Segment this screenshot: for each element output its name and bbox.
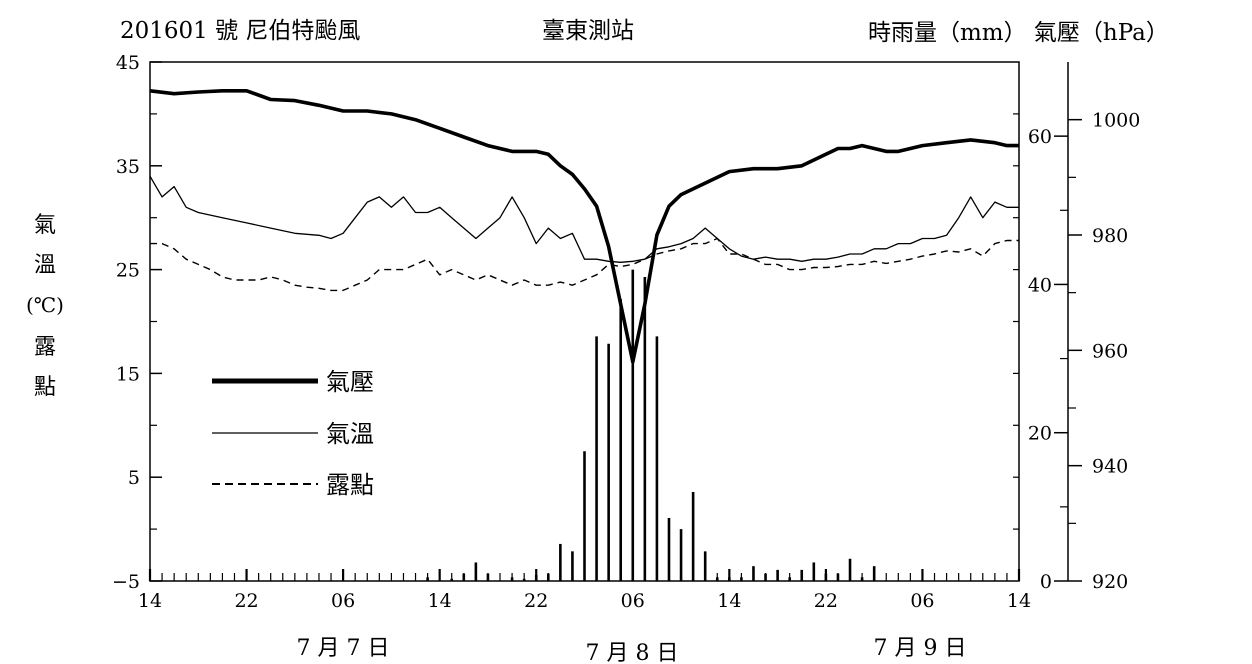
x-axis-tick-label: 14 — [717, 590, 741, 612]
pressure-axis-tick-label: 980 — [1092, 225, 1128, 247]
pressure-line — [149, 89, 1019, 364]
station-label: 臺東測站 — [542, 18, 634, 44]
rain-axis-tick-label: 0 — [1040, 571, 1052, 593]
left-axis-tick-label: 5 — [128, 467, 140, 489]
legend: 氣壓 氣溫 露點 — [212, 368, 374, 499]
x-axis-tick-label: 14 — [138, 590, 162, 612]
left-axis-tick-label: 35 — [116, 156, 140, 178]
chart-title: 201601 號 尼伯特颱風 — [120, 18, 360, 44]
x-axis-tick-label: 06 — [621, 590, 645, 612]
x-axis-tick-label: 22 — [234, 590, 258, 612]
rain-axis-tick-label: 40 — [1028, 274, 1052, 296]
date-label-3: 7 月 9 日 — [874, 636, 967, 661]
left-title-char-1: 氣 — [34, 213, 56, 238]
pressure-axis-tick-label: 1000 — [1092, 110, 1140, 132]
left-title-char-2: 溫 — [34, 253, 56, 278]
legend-label-temperature: 氣溫 — [326, 420, 374, 448]
rain-axis-tick-label: 20 — [1028, 423, 1052, 445]
left-axis-title: 氣 溫 (℃) 露 點 — [26, 213, 64, 400]
temperature-line — [149, 175, 1019, 263]
left-axis-tick-label: −5 — [112, 571, 140, 593]
rain-axis-tick-label: 60 — [1028, 126, 1052, 148]
left-axis-tick-label: 25 — [116, 260, 140, 282]
left-axis-tick-label: 15 — [116, 363, 140, 385]
left-title-char-4: 露 — [34, 335, 56, 360]
date-labels: 7 月 7 日 7 月 8 日 7 月 9 日 — [297, 636, 967, 664]
left-title-char-3: (℃) — [26, 293, 64, 317]
x-axis-tick-label: 06 — [331, 590, 355, 612]
legend-label-pressure: 氣壓 — [326, 368, 374, 396]
x-axis-tick-label: 14 — [428, 590, 452, 612]
pressure-axis-tick-label: 920 — [1092, 571, 1128, 593]
legend-label-dewpoint: 露點 — [326, 471, 374, 499]
right-axis-title: 時雨量（mm） 氣壓（hPa） — [868, 20, 1169, 46]
x-axis-tick-label: 22 — [524, 590, 548, 612]
left-axis-tick-label: 45 — [116, 52, 140, 74]
dewpoint-line — [150, 237, 1019, 292]
date-label-1: 7 月 7 日 — [297, 636, 390, 661]
x-axis-tick-label: 22 — [814, 590, 838, 612]
pressure-axis-tick-label: 960 — [1092, 340, 1128, 362]
date-label-2: 7 月 8 日 — [586, 641, 679, 664]
left-title-char-5: 點 — [34, 375, 56, 400]
chart-marks: −5 5 15 25 35 45 0 20 40 60 920 940 960 980 1000 14 22 06… — [112, 52, 1140, 612]
pressure-axis-tick-label: 940 — [1092, 456, 1128, 478]
x-axis-tick-label: 14 — [1007, 590, 1031, 612]
x-axis-tick-label: 06 — [910, 590, 934, 612]
